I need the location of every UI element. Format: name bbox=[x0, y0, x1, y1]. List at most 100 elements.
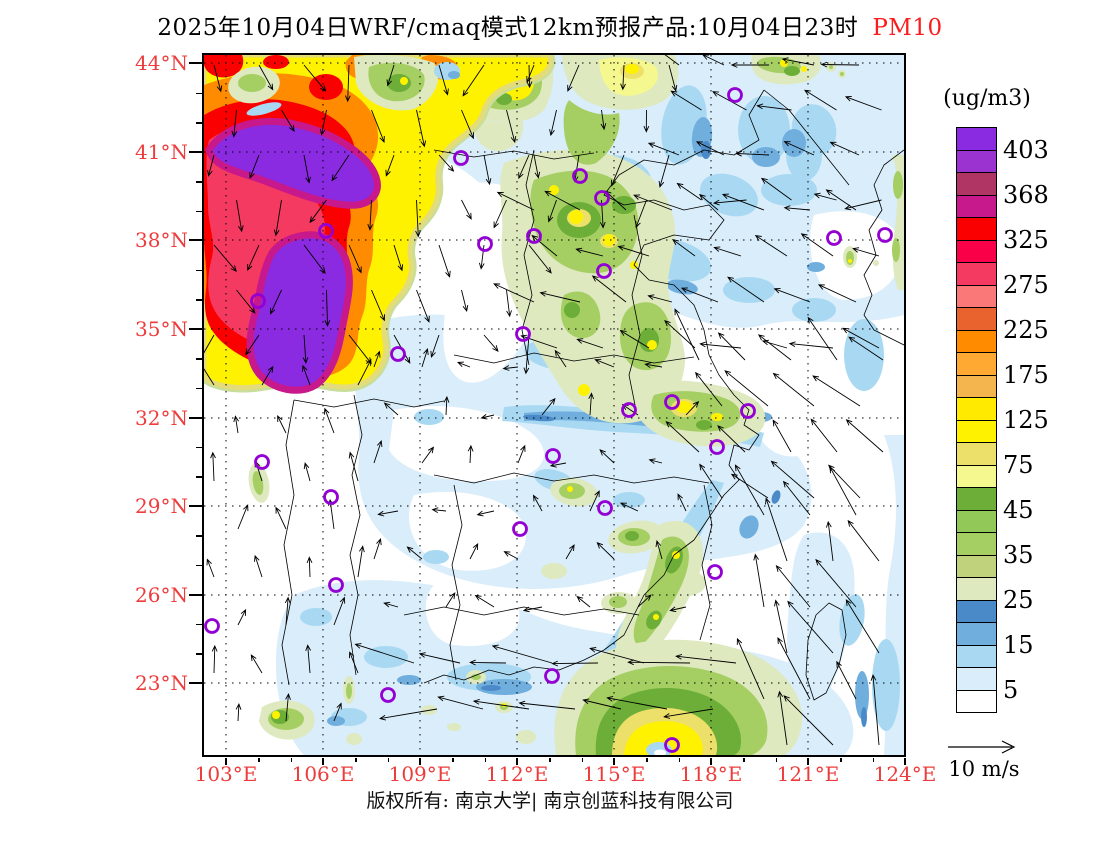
colorbar-swatch bbox=[956, 464, 997, 488]
colorbar-swatch bbox=[956, 599, 997, 623]
lon-minor-tick bbox=[387, 758, 390, 762]
lon-axis-label: 118°E bbox=[679, 762, 743, 786]
city-marker bbox=[826, 230, 842, 246]
colorbar-swatch bbox=[956, 487, 997, 511]
lat-minor-tick bbox=[196, 446, 203, 449]
wind-vector-layer bbox=[204, 55, 884, 746]
figure-title: 2025年10月04日WRF/cmaq模式12km预报产品:10月04日23时 P… bbox=[0, 8, 1100, 42]
lat-axis-label: 38°N bbox=[135, 228, 188, 252]
lon-minor-tick bbox=[290, 758, 293, 762]
lat-axis-label: 32°N bbox=[135, 406, 188, 430]
colorbar-swatch bbox=[956, 532, 997, 556]
lon-axis-label: 109°E bbox=[388, 762, 452, 786]
title-variable: PM10 bbox=[872, 15, 943, 41]
city-marker bbox=[572, 168, 588, 184]
lon-minor-tick bbox=[840, 758, 842, 762]
colorbar-value: 325 bbox=[1003, 225, 1049, 254]
pm10-map-image bbox=[204, 55, 904, 755]
lon-minor-tick bbox=[775, 758, 778, 762]
colorbar-swatch bbox=[956, 127, 997, 151]
colorbar-swatch bbox=[956, 442, 997, 466]
colorbar-swatch bbox=[956, 217, 997, 241]
lat-minor-tick bbox=[196, 210, 203, 213]
lat-axis-label: 26°N bbox=[135, 583, 188, 607]
lat-minor-tick bbox=[196, 564, 203, 567]
colorbar-swatch bbox=[956, 577, 997, 601]
city-marker bbox=[477, 236, 493, 252]
colorbar-swatch bbox=[956, 262, 997, 286]
city-marker bbox=[740, 403, 756, 419]
lat-axis-label: 23°N bbox=[135, 671, 188, 695]
lon-minor-tick bbox=[549, 758, 551, 762]
city-marker bbox=[664, 394, 680, 410]
colorbar-swatch bbox=[956, 554, 997, 578]
lat-axis-tick bbox=[189, 682, 203, 684]
lon-minor-tick bbox=[678, 758, 681, 762]
lat-minor-tick bbox=[196, 623, 203, 626]
lon-minor-tick bbox=[872, 758, 875, 762]
lat-axis-tick bbox=[189, 417, 203, 419]
wind-reference-label: 10 m/s bbox=[948, 757, 1020, 781]
lat-axis-tick bbox=[189, 594, 203, 596]
city-marker bbox=[621, 402, 637, 418]
colorbar-value: 125 bbox=[1003, 405, 1049, 434]
lat-axis-tick bbox=[189, 505, 203, 507]
colorbar-value: 15 bbox=[1003, 630, 1034, 659]
colorbar-swatch bbox=[956, 644, 997, 668]
city-marker bbox=[380, 687, 396, 703]
city-marker bbox=[707, 564, 723, 580]
city-marker-layer bbox=[204, 87, 893, 753]
lat-minor-tick bbox=[196, 269, 203, 272]
city-marker bbox=[727, 87, 743, 103]
colorbar-value: 35 bbox=[1003, 540, 1034, 569]
lon-minor-tick bbox=[258, 758, 260, 762]
lon-minor-tick bbox=[355, 758, 357, 762]
city-marker bbox=[328, 577, 344, 593]
city-marker bbox=[594, 190, 610, 206]
lon-axis-tick bbox=[904, 758, 906, 765]
colorbar-value: 5 bbox=[1003, 675, 1019, 704]
lon-axis-label: 112°E bbox=[485, 762, 549, 786]
colorbar-value: 45 bbox=[1003, 495, 1034, 524]
city-marker bbox=[877, 227, 893, 243]
lat-axis-tick bbox=[189, 239, 203, 241]
lat-minor-tick bbox=[196, 476, 203, 478]
colorbar-value: 175 bbox=[1003, 360, 1049, 389]
lat-minor-tick bbox=[196, 299, 203, 301]
colorbar-swatch bbox=[956, 667, 997, 691]
lat-axis-tick bbox=[189, 151, 203, 153]
colorbar-swatch bbox=[956, 419, 997, 443]
colorbar-swatch bbox=[956, 397, 997, 421]
colorbar-swatch bbox=[956, 509, 997, 533]
colorbar-swatch bbox=[956, 689, 997, 713]
colorbar-value: 368 bbox=[1003, 180, 1049, 209]
copyright: 版权所有: 南京大学| 南京创蓝科技有限公司 bbox=[366, 790, 734, 812]
colorbar-swatch bbox=[956, 194, 997, 218]
colorbar-value: 75 bbox=[1003, 450, 1034, 479]
colorbar-swatch bbox=[956, 307, 997, 331]
lon-axis-tick bbox=[419, 758, 421, 765]
northwest-high-pm10-blob bbox=[204, 55, 556, 394]
colorbar-value: 25 bbox=[1003, 585, 1034, 614]
colorbar-swatch bbox=[956, 172, 997, 196]
city-marker bbox=[318, 223, 334, 239]
city-marker bbox=[709, 439, 725, 455]
lon-axis-tick bbox=[322, 758, 324, 765]
colorbar-value: 275 bbox=[1003, 270, 1049, 299]
lat-axis-label: 29°N bbox=[135, 494, 188, 518]
colorbar-swatch bbox=[956, 374, 997, 398]
colorbar-swatch bbox=[956, 622, 997, 646]
lon-axis-tick bbox=[613, 758, 615, 765]
colorbar-units-label: (ug/m3) bbox=[943, 86, 1031, 111]
colorbar-value: 225 bbox=[1003, 315, 1049, 344]
city-marker bbox=[204, 618, 220, 634]
typhoon-swirl bbox=[554, 639, 803, 755]
lon-axis-label: 124°E bbox=[873, 762, 937, 786]
lat-minor-tick bbox=[196, 653, 203, 655]
lon-minor-tick bbox=[646, 758, 648, 762]
lat-axis-tick bbox=[189, 62, 203, 64]
city-marker bbox=[250, 293, 266, 309]
lon-minor-tick bbox=[581, 758, 584, 762]
lat-minor-tick bbox=[196, 181, 203, 183]
city-marker bbox=[545, 448, 561, 464]
